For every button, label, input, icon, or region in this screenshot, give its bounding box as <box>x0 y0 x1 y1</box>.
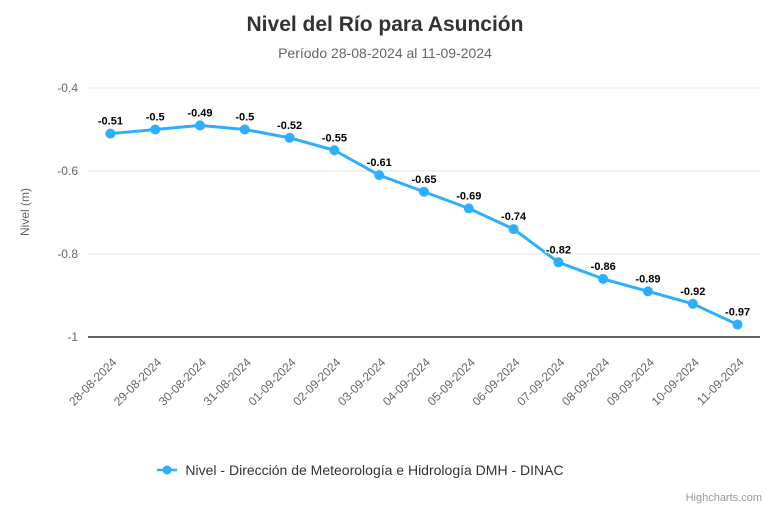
data-point-label: -0.65 <box>411 174 436 186</box>
data-point-marker[interactable] <box>374 170 385 181</box>
highcharts-credits-link[interactable]: Highcharts.com <box>685 492 762 504</box>
data-point-marker[interactable] <box>329 145 340 156</box>
data-point-label: -0.51 <box>98 116 123 128</box>
data-point-marker[interactable] <box>598 273 609 284</box>
data-point-marker[interactable] <box>732 319 743 330</box>
data-point-label: -0.49 <box>187 107 212 119</box>
data-point-label: -0.97 <box>725 307 750 319</box>
data-point-label: -0.5 <box>146 112 165 124</box>
data-point-label: -0.89 <box>635 273 660 285</box>
data-point-marker[interactable] <box>239 124 250 135</box>
plot-area: -0.4-0.6-0.8-128-08-202429-08-202430-08-… <box>57 81 760 409</box>
legend-item[interactable]: Nivel - Dirección de Meteorología e Hidr… <box>0 462 745 478</box>
data-point-label: -0.82 <box>546 244 571 256</box>
data-point-marker[interactable] <box>195 120 205 131</box>
y-axis-tick-label: -0.6 <box>57 164 78 178</box>
data-point-marker[interactable] <box>419 186 429 197</box>
data-point-marker[interactable] <box>284 132 295 143</box>
data-point-label: -0.69 <box>456 190 481 202</box>
legend-series-marker-icon <box>157 465 178 475</box>
x-axis-tick-label: 11-09-2024 <box>694 355 747 408</box>
data-point-label: -0.55 <box>322 132 347 144</box>
data-point-label: -0.5 <box>235 112 254 124</box>
data-point-label: -0.52 <box>277 120 302 132</box>
chart-title: Nivel del Río para Asunción <box>246 13 524 36</box>
data-point-marker[interactable] <box>553 257 564 268</box>
y-axis-tick-label: -0.4 <box>57 81 78 95</box>
x-axis-tick-label: 10-09-2024 <box>649 355 703 409</box>
data-point-marker[interactable] <box>463 203 474 214</box>
data-point-label: -0.92 <box>680 286 705 298</box>
data-point-label: -0.86 <box>591 261 616 273</box>
series-line <box>108 123 740 327</box>
chart-subtitle: Período 28-08-2024 al 11-09-2024 <box>278 45 492 61</box>
data-point-marker[interactable] <box>687 298 698 309</box>
y-axis-tick-label: -0.8 <box>57 247 78 261</box>
y-axis-tick-label: -1 <box>67 330 78 344</box>
data-point-marker[interactable] <box>643 286 653 297</box>
data-point-marker[interactable] <box>508 224 519 235</box>
data-point-marker[interactable] <box>105 128 116 139</box>
data-point-marker[interactable] <box>150 124 161 135</box>
legend-series-label: Nivel - Dirección de Meteorología e Hidr… <box>185 462 564 478</box>
data-point-label: -0.61 <box>367 157 392 169</box>
data-point-label: -0.74 <box>501 211 527 223</box>
